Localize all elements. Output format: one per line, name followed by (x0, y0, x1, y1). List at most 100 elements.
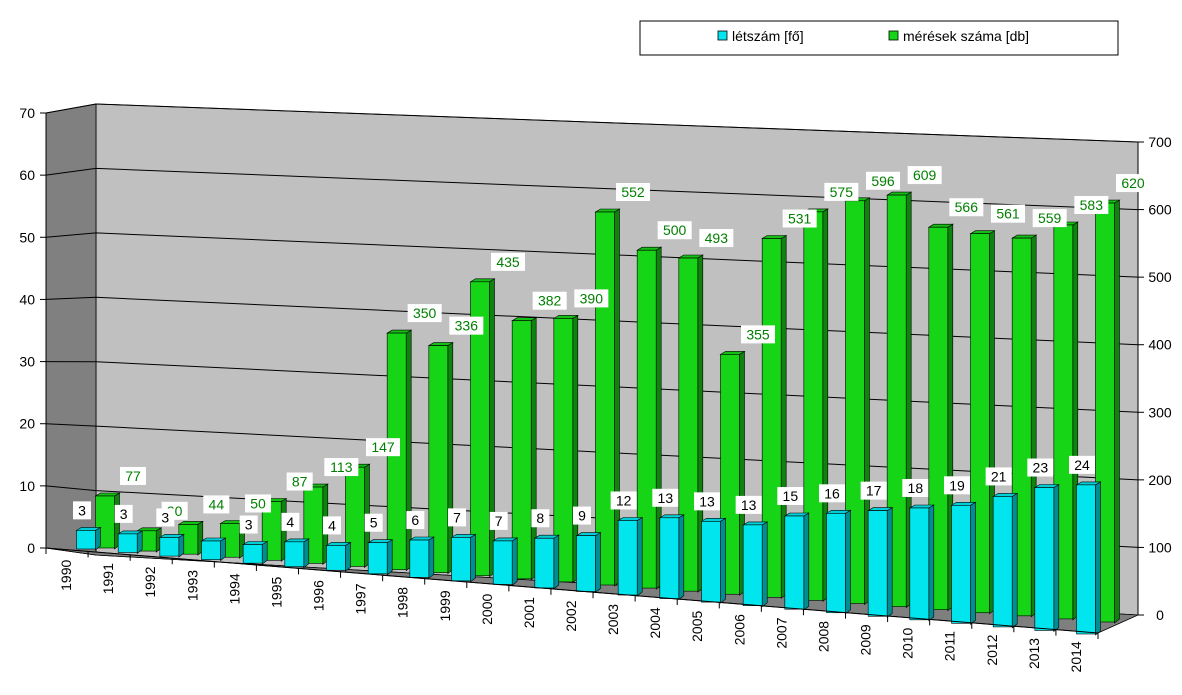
bar-letszam (742, 521, 769, 608)
bar-letszam-side (345, 541, 351, 572)
gridline (45, 167, 1139, 211)
data-label-letszam-text: 3 (120, 506, 128, 522)
bar-letszam-front (701, 521, 721, 603)
data-label-letszam-bg (1069, 455, 1095, 474)
bar-letszam (700, 517, 727, 604)
y-right-tick-label: 700 (1148, 134, 1172, 150)
data-label-meresek-text: 350 (413, 305, 437, 321)
y-left-tick-label: 30 (19, 354, 35, 370)
y-right-tick-label: 300 (1148, 404, 1172, 420)
data-label-letszam-text: 12 (616, 492, 632, 508)
bar-letszam-side (803, 512, 810, 611)
data-label-letszam-bg (448, 508, 466, 527)
data-label-meresek-text: 435 (496, 254, 520, 270)
bar-letszam (200, 537, 227, 562)
bar-letszam-front (576, 535, 596, 592)
x-tick-label: 2012 (984, 634, 1000, 665)
y-left-tick-label: 70 (19, 105, 35, 121)
data-label-meresek-bg (324, 458, 359, 477)
data-label-meresek-bg (657, 221, 692, 240)
data-label-meresek-bg (245, 494, 271, 513)
data-label-meresek-text: 77 (125, 468, 141, 484)
bar-meresek-front (595, 211, 615, 586)
bar-letszam-front (242, 544, 263, 564)
data-label-letszam-bg (860, 481, 887, 500)
data-label-meresek: 552 (616, 183, 650, 202)
x-tick-label: 2007 (773, 617, 789, 648)
data-label-letszam-bg (489, 511, 508, 530)
data-label-letszam: 3 (73, 501, 91, 520)
data-label-letszam-text: 23 (1033, 460, 1049, 476)
x-tick-label: 1995 (268, 576, 284, 607)
bar-letszam-front (826, 513, 846, 614)
bar-meresek (469, 278, 496, 578)
y-right-tick-label: 600 (1148, 202, 1172, 218)
y-left-tick-label: 60 (19, 167, 35, 183)
bar-letszam-side (761, 521, 768, 608)
data-label-letszam-bg (323, 516, 341, 535)
gridline (45, 296, 1139, 346)
x-tick-label: 2005 (689, 610, 705, 641)
data-label-meresek: 609 (907, 166, 942, 185)
data-label-meresek: 113 (324, 458, 359, 477)
data-label-meresek: 583 (1074, 195, 1109, 214)
data-label-meresek: 87 (286, 472, 313, 491)
bar-letszam (867, 507, 894, 618)
legend-swatch-letszam (717, 30, 728, 41)
bar-letszam-front (409, 539, 430, 578)
bars-layer (75, 191, 1121, 636)
data-label-letszam-bg (239, 515, 258, 534)
data-label-meresek-bg (907, 166, 942, 185)
x-tick-label: 1991 (100, 563, 116, 594)
bar-letszam (617, 516, 644, 597)
bar-letszam-front (992, 496, 1013, 628)
data-label-letszam: 21 (985, 467, 1012, 486)
x-tick-label: 1998 (395, 587, 411, 618)
bar-letszam-front (659, 517, 680, 599)
data-label-meresek-text: 500 (663, 222, 687, 238)
data-label-letszam: 7 (448, 508, 466, 527)
data-label-meresek: 355 (741, 325, 775, 344)
legend-box (639, 20, 1119, 56)
bar-letszam-side (928, 504, 935, 622)
bar-letszam-side (678, 514, 685, 601)
data-label-letszam-text: 7 (453, 509, 461, 525)
data-label-letszam-text: 19 (949, 477, 965, 493)
data-label-meresek: 531 (782, 209, 817, 228)
data-label-letszam-bg (735, 495, 762, 514)
data-label-meresek-text: 609 (913, 167, 937, 183)
data-label-meresek: 44 (203, 495, 230, 514)
bar-letszam-front (492, 540, 513, 585)
data-label-letszam: 9 (573, 506, 591, 525)
x-tick-label: 2013 (1026, 638, 1042, 669)
x-tick-label: 2001 (521, 597, 537, 628)
data-label-meresek-bg (782, 209, 817, 228)
data-label-letszam-bg (652, 488, 679, 507)
bar-letszam (575, 532, 602, 594)
bar-letszam (658, 514, 685, 601)
y-left-tick-label: 10 (19, 478, 35, 494)
x-axis (45, 547, 1099, 634)
data-label-meresek-text: 44 (209, 496, 225, 512)
bar-letszam (1033, 483, 1060, 633)
data-label-letszam: 3 (239, 515, 258, 534)
data-label-letszam: 13 (652, 488, 679, 507)
data-label-meresek-text: 583 (1080, 197, 1104, 213)
data-label-letszam: 15 (777, 486, 804, 505)
data-label-meresek-bg (824, 182, 859, 201)
bar-letszam-side (303, 538, 310, 569)
y-right-tick-label: 500 (1148, 269, 1172, 285)
x-tick-label: 2006 (731, 614, 747, 645)
gridline (45, 423, 1139, 481)
data-label-letszam: 6 (406, 511, 425, 530)
bar-letszam-side (1053, 483, 1060, 633)
data-label-meresek: 350 (407, 304, 442, 323)
data-label-meresek: 390 (574, 289, 609, 308)
data-label-meresek-bg (866, 171, 900, 190)
bar-meresek-front (886, 194, 907, 607)
data-label-letszam-text: 18 (908, 480, 924, 496)
data-label-letszam-text: 4 (328, 517, 336, 533)
bar-meresek (886, 191, 913, 609)
data-label-meresek: 559 (1032, 209, 1067, 228)
bar-meresek-side (1114, 199, 1120, 624)
